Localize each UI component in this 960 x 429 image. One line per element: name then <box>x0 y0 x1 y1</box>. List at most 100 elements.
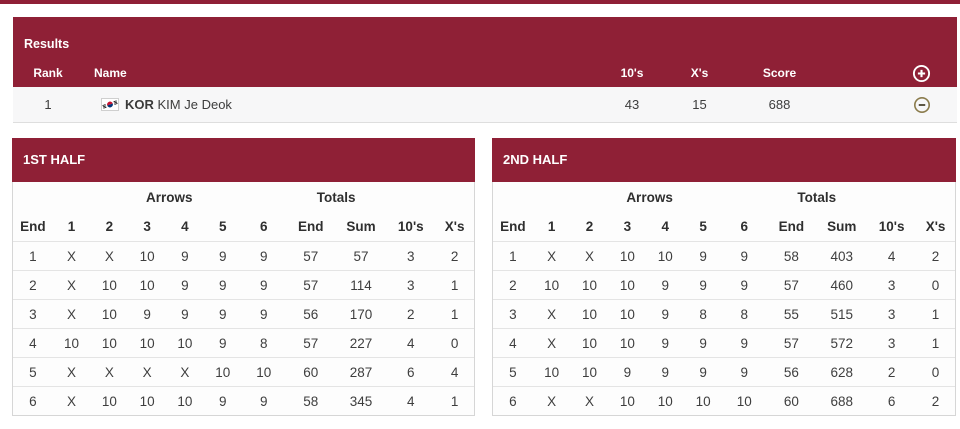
score-cell: 9 <box>740 364 749 380</box>
group-totals: Totals <box>797 189 837 205</box>
score-cell: 8 <box>259 335 268 351</box>
score-cell: 10 <box>101 306 117 322</box>
collapse-row-button[interactable] <box>913 96 931 114</box>
score-cell: 10 <box>101 393 117 409</box>
score-cell: 287 <box>349 364 373 380</box>
col-name: Name <box>94 66 127 80</box>
col-tens: 10's <box>620 66 644 80</box>
group-arrows: Arrows <box>146 189 193 205</box>
score-cell: 10 <box>215 364 231 380</box>
score-cell: 688 <box>830 393 853 409</box>
score-cell: 9 <box>181 277 189 293</box>
score-cell: 56 <box>783 364 799 380</box>
half-tables: 1ST HALF Arrows Totals End <box>12 138 956 416</box>
score-cell: 9 <box>218 306 227 322</box>
col-header: 5 <box>699 219 707 234</box>
score-cell: 57 <box>303 277 319 293</box>
score-cell: 10 <box>582 335 598 351</box>
score-cell: 515 <box>830 306 853 322</box>
score-cell: X <box>180 364 190 380</box>
score-cell: 10 <box>619 393 635 409</box>
score-cell: 9 <box>699 277 707 293</box>
score-cell: 628 <box>830 364 853 380</box>
score-cell: 9 <box>661 364 670 380</box>
col-header: 3 <box>623 219 632 234</box>
score-cell: 9 <box>181 306 189 322</box>
score-cell: 9 <box>218 393 227 409</box>
end-row: 4 X 10 10 9 9 9 57 572 3 1 <box>493 328 955 358</box>
score-cell: 2 <box>450 248 459 264</box>
xs-value: 15 <box>692 97 707 112</box>
score-cell: X <box>67 393 77 409</box>
score-cell: 3 <box>887 277 896 293</box>
column-header-row: End 1 2 3 4 5 6 End Sum 10's X's <box>493 212 955 242</box>
expand-all-button[interactable] <box>912 64 931 83</box>
col-header: End <box>500 219 526 234</box>
score-cell: 9 <box>181 248 189 264</box>
group-totals: Totals <box>316 189 356 205</box>
col-header: 4 <box>181 219 189 234</box>
score-cell: 227 <box>349 335 373 351</box>
end-row: 1 X X 10 10 9 9 58 403 4 2 <box>493 241 955 271</box>
col-header: Sum <box>827 219 857 234</box>
score-cell: 9 <box>699 364 707 380</box>
column-header-row: End 1 2 3 4 5 6 End Sum 10's X's <box>13 212 474 242</box>
score-cell: X <box>585 248 595 264</box>
score-cell: 4 <box>407 335 415 351</box>
score-cell: X <box>585 393 595 409</box>
score-cell: 10 <box>619 248 635 264</box>
score-cell: 10 <box>544 277 560 293</box>
col-header: 1 <box>67 219 76 234</box>
col-header: 3 <box>143 219 151 234</box>
score-cell: X <box>547 306 557 322</box>
score-cell: 0 <box>931 277 940 293</box>
score-cell: 10 <box>695 393 711 409</box>
score-cell: 1 <box>450 306 459 322</box>
score-cell: 9 <box>218 277 227 293</box>
tens-value: 43 <box>624 97 640 112</box>
score-cell: 3 <box>29 306 37 322</box>
score-cell: 10 <box>544 364 560 380</box>
score-cell: 572 <box>830 335 853 351</box>
score-cell: 10 <box>582 277 598 293</box>
score-cell: 60 <box>303 364 319 380</box>
score-cell: 9 <box>143 306 151 322</box>
score-cell: 10 <box>101 277 117 293</box>
score-cell: 5 <box>509 364 517 380</box>
score-cell: 4 <box>450 364 459 380</box>
plus-circle-icon <box>912 64 931 86</box>
score-cell: 4 <box>887 248 896 264</box>
score-cell: 2 <box>407 306 415 322</box>
score-cell: 5 <box>29 364 37 380</box>
col-header: 6 <box>740 219 749 234</box>
score-cell: 10 <box>619 306 635 322</box>
score-cell: 1 <box>509 248 517 264</box>
score-cell: 1 <box>29 248 37 264</box>
end-row: 3 X 10 9 9 9 9 56 170 2 1 <box>13 299 474 329</box>
col-header: End <box>298 219 324 234</box>
col-header: Sum <box>346 219 376 234</box>
result-row: 1 KOR KIM Je Deok <box>13 87 957 123</box>
score-cell: 10 <box>582 364 598 380</box>
score-cell: 8 <box>740 306 749 322</box>
score-cell: 4 <box>407 393 415 409</box>
rank-value: 1 <box>44 97 52 112</box>
score-cell: 1 <box>931 335 940 351</box>
col-rank: Rank <box>33 66 63 80</box>
score-cell: 10 <box>177 393 193 409</box>
end-row: 3 X 10 10 9 8 8 55 515 3 1 <box>493 299 955 329</box>
score-cell: 58 <box>783 248 799 264</box>
score-cell: 6 <box>509 393 517 409</box>
score-cell: 9 <box>259 248 268 264</box>
score-cell: 9 <box>699 248 707 264</box>
col-header: 4 <box>661 219 670 234</box>
score-cell: 9 <box>661 335 670 351</box>
results-panel-title: Results <box>24 37 70 51</box>
half-title-1st: 1ST HALF <box>12 138 475 182</box>
results-header: Results Rank Name 10's X's Score <box>13 17 957 87</box>
half-table-1st: 1ST HALF Arrows Totals End <box>12 138 475 416</box>
score-cell: 2 <box>887 364 896 380</box>
score-cell: 2 <box>931 248 940 264</box>
athlete-name: KIM Je Deok <box>157 97 232 112</box>
score-cell: 10 <box>64 335 80 351</box>
